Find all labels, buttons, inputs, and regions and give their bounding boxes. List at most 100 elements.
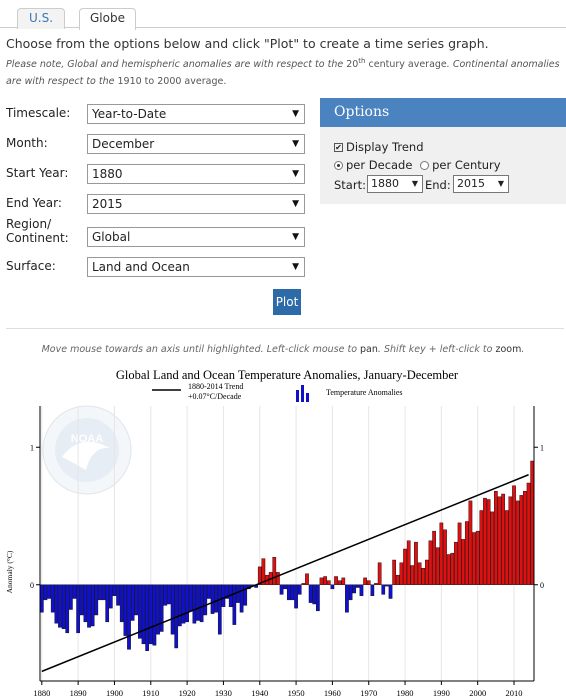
anomaly-bar bbox=[366, 580, 371, 585]
anomaly-bar bbox=[257, 566, 262, 585]
anomaly-bar bbox=[312, 584, 317, 605]
anomaly-bar bbox=[261, 558, 266, 585]
bar-legend-label: Temperature Anomalies bbox=[326, 388, 403, 397]
x-tick-label: 2000 bbox=[469, 688, 486, 698]
anomaly-bar bbox=[192, 584, 197, 624]
anomaly-bar bbox=[494, 491, 498, 585]
noaa-logo: NOAA bbox=[42, 405, 132, 495]
anomaly-bar bbox=[167, 584, 171, 605]
month-select[interactable]: December ▼ bbox=[87, 134, 305, 154]
region-label: Region/Continent: bbox=[6, 217, 69, 245]
note-century-num: 20 bbox=[346, 59, 359, 71]
trend-legend-line2: +0.07°C/Decade bbox=[188, 392, 242, 401]
anomaly-bar bbox=[425, 559, 429, 585]
anomaly-bar bbox=[326, 580, 331, 585]
tab-globe[interactable]: Globe bbox=[79, 8, 136, 30]
region-label-line1: Region/ bbox=[6, 217, 52, 231]
radio-per-century[interactable] bbox=[420, 161, 430, 170]
chevron-down-icon: ▼ bbox=[292, 232, 299, 242]
end-year-select[interactable]: 2015 ▼ bbox=[87, 194, 305, 214]
anomaly-bar bbox=[443, 529, 447, 585]
anomaly-bar bbox=[519, 495, 524, 585]
options-title: Options bbox=[320, 98, 566, 127]
anomaly-bar bbox=[337, 580, 342, 585]
surface-select[interactable]: Land and Ocean ▼ bbox=[87, 257, 305, 277]
anomaly-bar bbox=[526, 482, 531, 585]
chevron-down-icon: ▼ bbox=[292, 139, 299, 149]
temperature-anomaly-chart[interactable]: Global Land and Ocean Temperature Anomal… bbox=[0, 360, 566, 699]
per-decade-label: per Decade bbox=[346, 158, 413, 172]
trend-start-value: 1880 bbox=[371, 177, 399, 190]
x-tick-label: 1960 bbox=[324, 688, 341, 698]
anomaly-bar bbox=[468, 500, 473, 585]
anomaly-bar bbox=[199, 584, 204, 623]
anomaly-bar bbox=[134, 584, 139, 616]
note-end: . bbox=[223, 76, 227, 88]
radio-per-decade[interactable] bbox=[334, 161, 343, 170]
hint-a: Move mouse towards an axis until highlig… bbox=[41, 344, 361, 355]
hint-zoom: zoom bbox=[495, 344, 522, 355]
anomaly-bar bbox=[341, 577, 346, 585]
anomaly-bar bbox=[428, 540, 433, 585]
anomaly-bar bbox=[203, 584, 208, 616]
chart-axes bbox=[39, 406, 535, 682]
anomaly-bar bbox=[112, 584, 117, 596]
anomaly-bar bbox=[508, 496, 513, 585]
timescale-value: Year-to-Date bbox=[92, 107, 167, 121]
anomaly-bar bbox=[217, 584, 222, 635]
surface-label: Surface: bbox=[6, 259, 56, 273]
y-tick-label-right: 0 bbox=[540, 581, 544, 590]
trend-legend-line1: 1880-2014 Trend bbox=[188, 382, 243, 391]
options-panel: Options ✔ Display Trend per Decade per Ce… bbox=[320, 98, 566, 204]
anomaly-bar bbox=[286, 584, 291, 601]
x-tick-label: 1930 bbox=[215, 688, 232, 698]
anomaly-bar bbox=[90, 584, 95, 627]
tab-us[interactable]: U.S. bbox=[17, 8, 65, 29]
note-part2: . Continental anomalies are with respect… bbox=[6, 59, 560, 88]
anomaly-bar bbox=[148, 584, 153, 645]
note-century-rest: century average bbox=[365, 59, 447, 71]
anomaly-bar bbox=[305, 573, 309, 585]
y-tick-label-left: 0 bbox=[30, 581, 34, 590]
anomaly-bar bbox=[504, 510, 509, 585]
anomaly-bar bbox=[464, 521, 469, 585]
anomaly-bar bbox=[316, 584, 320, 612]
anomaly-bar bbox=[501, 493, 505, 585]
start-year-value: 1880 bbox=[92, 167, 123, 181]
anomaly-bar bbox=[395, 574, 400, 585]
display-trend-row[interactable]: ✔ Display Trend bbox=[334, 140, 424, 154]
per-century-label: per Century bbox=[432, 158, 501, 172]
start-year-select[interactable]: 1880 ▼ bbox=[87, 164, 305, 184]
trend-start-select[interactable]: 1880 ▼ bbox=[367, 175, 423, 193]
trend-unit-row: per Decade per Century bbox=[334, 158, 501, 172]
anomaly-bar bbox=[475, 530, 480, 585]
anomaly-bar bbox=[145, 584, 149, 651]
x-tick-label: 1940 bbox=[251, 688, 268, 698]
month-value: December bbox=[92, 137, 155, 151]
trend-end-select[interactable]: 2015 ▼ bbox=[453, 175, 509, 193]
plot-button[interactable]: Plot bbox=[273, 289, 301, 315]
chevron-down-icon: ▼ bbox=[292, 262, 299, 272]
anomaly-bar bbox=[399, 562, 404, 585]
anomaly-bar bbox=[374, 583, 378, 585]
timescale-label: Timescale: bbox=[6, 106, 71, 120]
anomaly-bar bbox=[450, 552, 455, 585]
anomaly-bar bbox=[156, 584, 160, 635]
region-select[interactable]: Global ▼ bbox=[87, 227, 305, 247]
anomaly-bar bbox=[69, 584, 73, 610]
anomaly-bar bbox=[214, 584, 219, 613]
timescale-select[interactable]: Year-to-Date ▼ bbox=[87, 104, 305, 124]
anomaly-bar bbox=[319, 577, 324, 585]
anomaly-bar bbox=[276, 572, 280, 585]
anomaly-bar bbox=[239, 584, 244, 613]
region-tabs: U.S. Globe bbox=[0, 0, 566, 30]
anomaly-bar bbox=[348, 584, 353, 601]
anomaly-bar bbox=[188, 584, 193, 612]
anomaly-bar bbox=[181, 584, 186, 624]
anomaly-bar bbox=[196, 584, 200, 621]
x-tick-label: 1890 bbox=[70, 688, 87, 698]
checkbox-checked-icon[interactable]: ✔ bbox=[334, 143, 343, 152]
anomaly-bar bbox=[446, 554, 451, 585]
anomaly-bar bbox=[355, 584, 360, 588]
anomaly-bar bbox=[138, 584, 142, 639]
